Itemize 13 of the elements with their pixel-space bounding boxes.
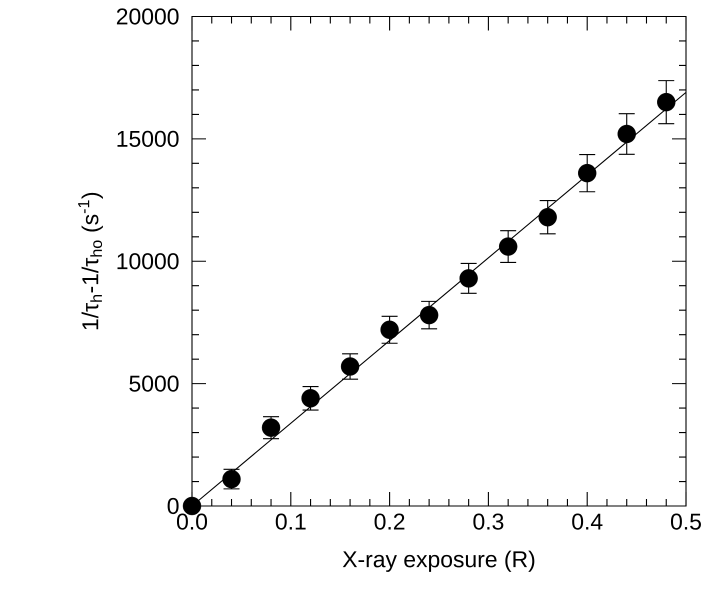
x-axis-title: X-ray exposure (R) [342, 550, 534, 572]
x-tick-label: 0.4 [572, 514, 602, 530]
y-tick-label: 0 [168, 498, 179, 514]
y-tick-label: 15000 [118, 130, 179, 147]
x-tick-label: 0.0 [176, 514, 208, 530]
x-tick-label: 0.5 [670, 514, 701, 530]
y-tick-label: 5000 [129, 376, 179, 392]
x-tick-label: 0.3 [473, 514, 504, 530]
y-tick-label: 20000 [116, 8, 179, 25]
y-axis-title: 1/τ$_{h}$-1/τ$_{ho}$ (s$^{-1}$) [78, 192, 103, 330]
x-tick-label: 0.2 [374, 514, 404, 530]
x-tick-label: 0.1 [276, 514, 306, 530]
y-tick-label: 10000 [118, 253, 179, 270]
